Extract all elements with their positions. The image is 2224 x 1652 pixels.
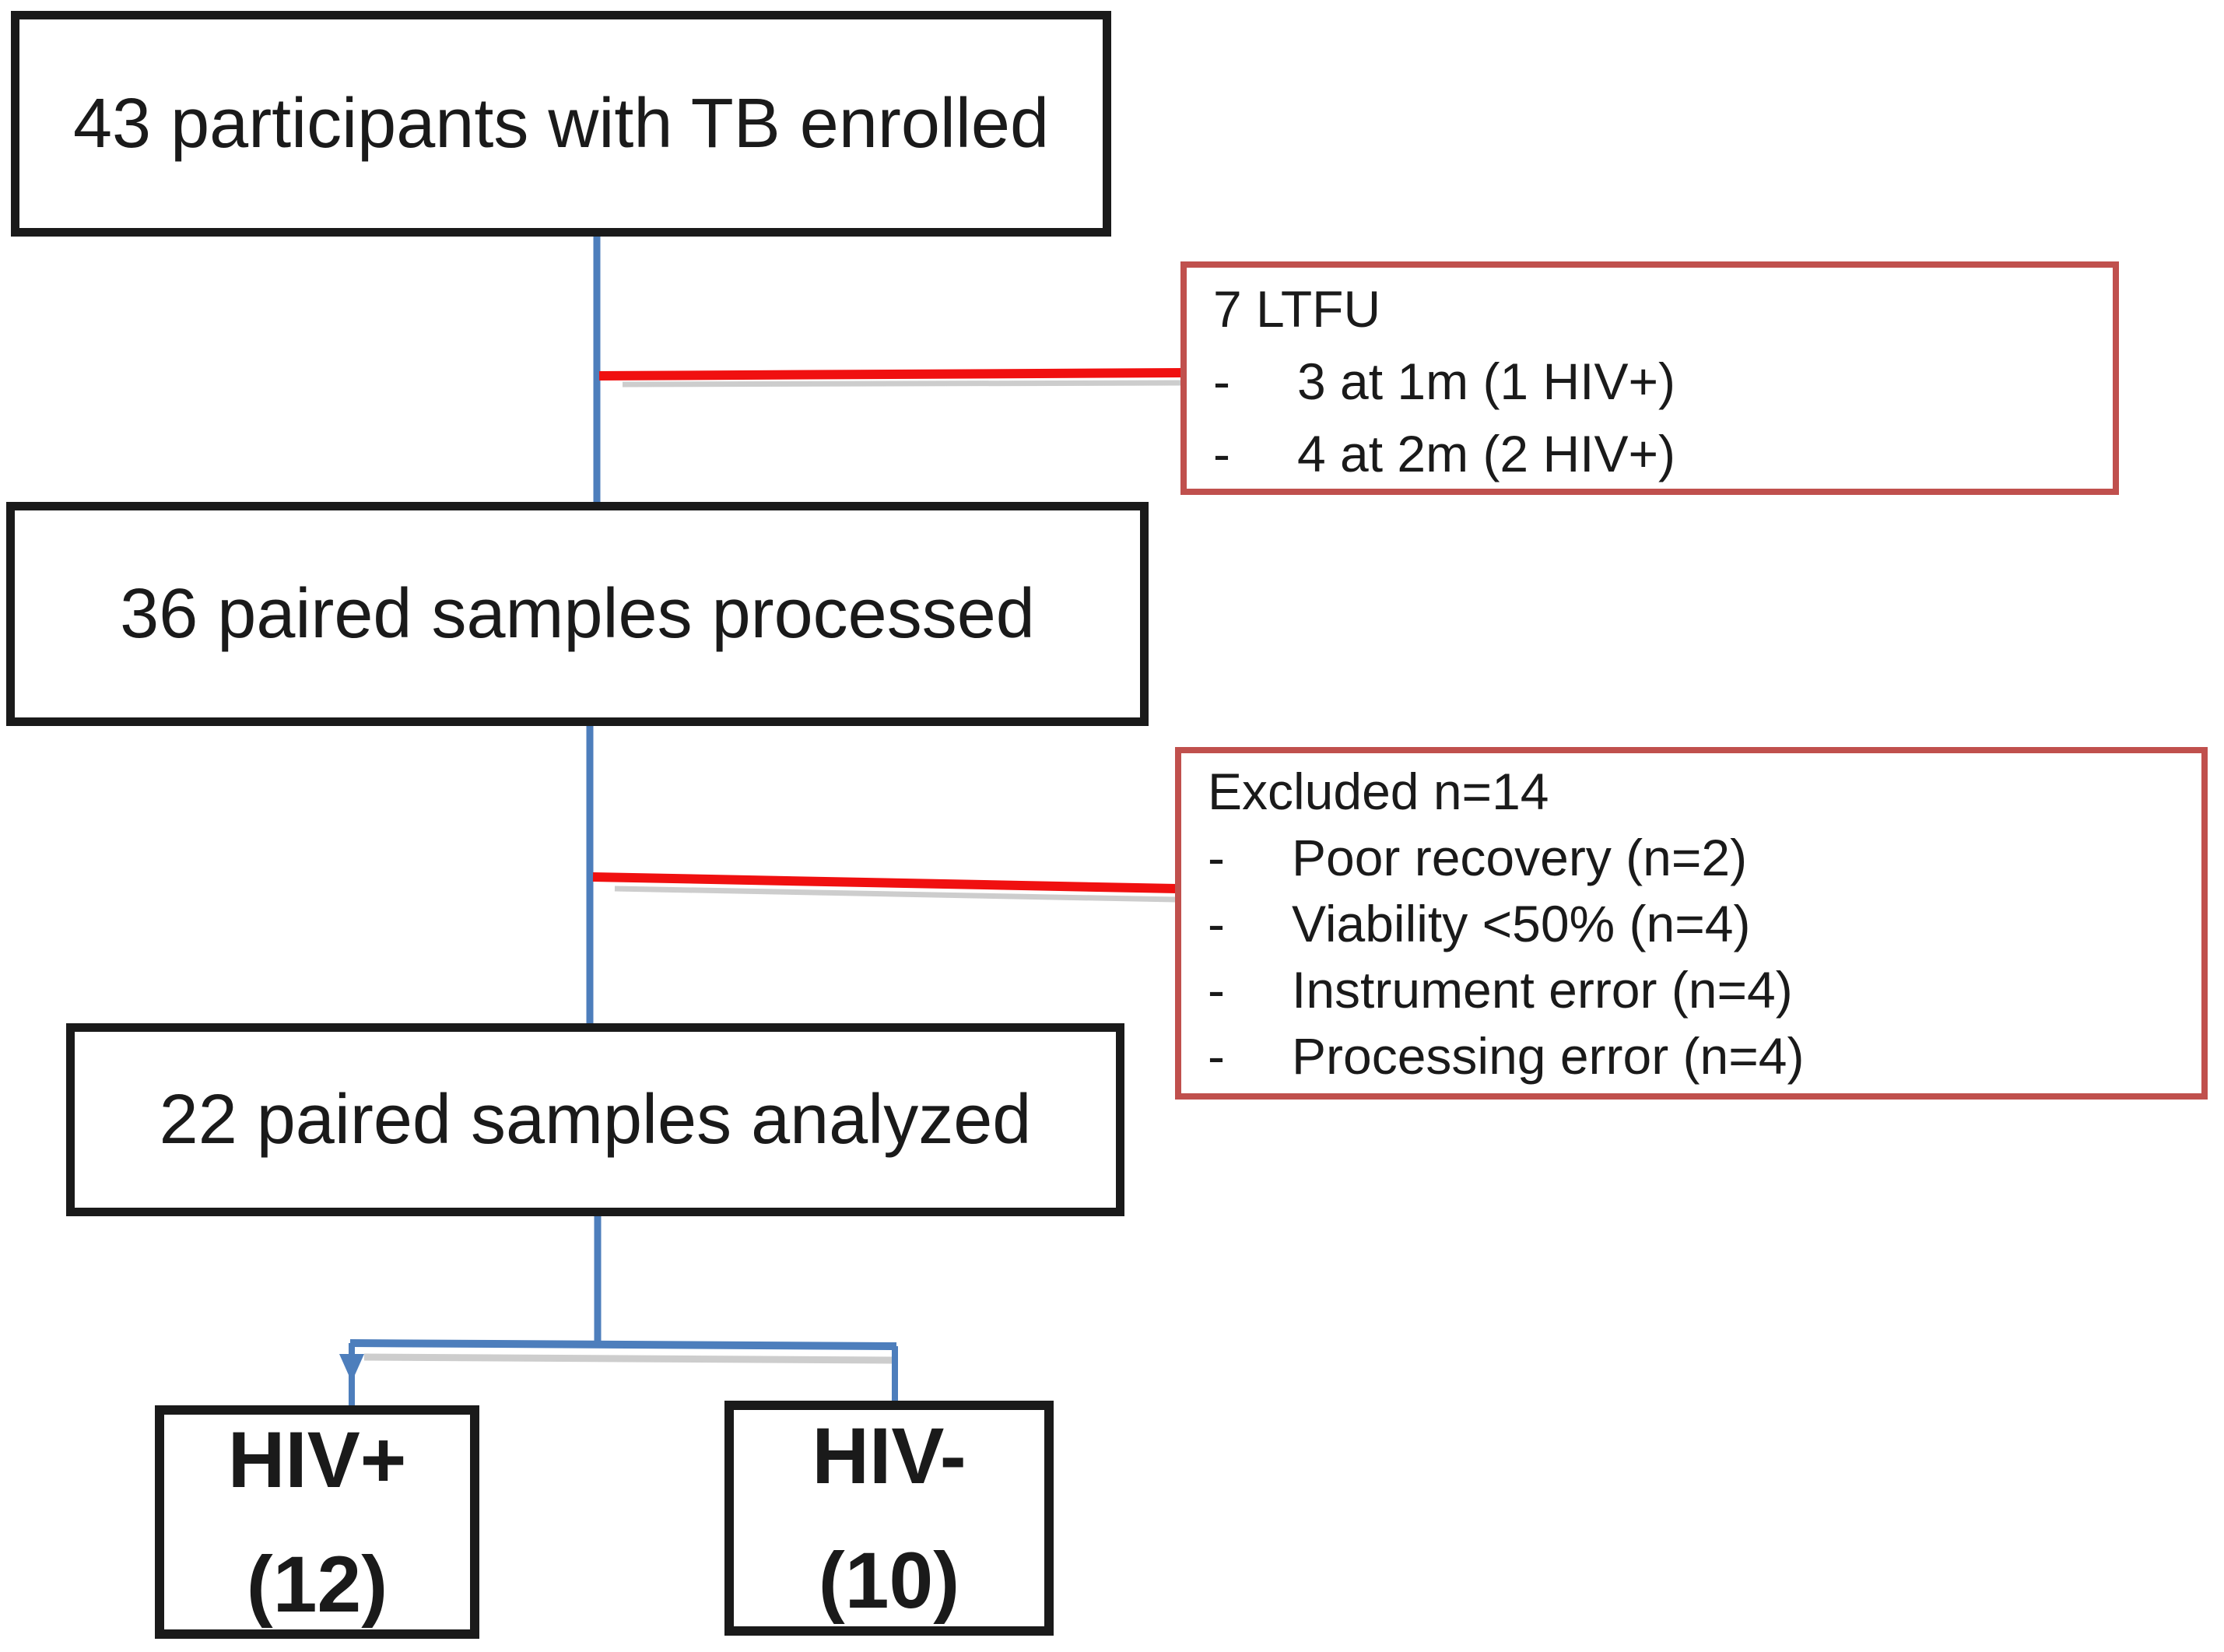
hiv-positive-label: HIV+ — [227, 1415, 407, 1504]
box-enrolled-label: 43 participants with TB enrolled — [72, 84, 1050, 163]
excluded-item: - Viability <50% (n=4) — [1208, 890, 2194, 956]
hiv-negative-label: HIV- — [812, 1412, 966, 1500]
ltfu-item: - 4 at 2m (2 HIV+) — [1213, 417, 2105, 489]
ltfu-connector-shadow — [622, 380, 1181, 388]
excluded-item-text: Processing error (n=4) — [1292, 1026, 1805, 1085]
excluded-title: Excluded n=14 — [1208, 762, 1549, 820]
connector-to-excluded-box — [592, 872, 1177, 893]
box-analyzed: 22 paired samples analyzed — [66, 1023, 1124, 1216]
box-hiv-negative: HIV- (10) — [724, 1401, 1054, 1636]
excluded-item-text: Viability <50% (n=4) — [1292, 894, 1751, 952]
excluded-connector-shadow — [614, 886, 1176, 903]
branch-bar-shadow — [363, 1353, 893, 1364]
ltfu-item-text: 4 at 2m (2 HIV+) — [1297, 424, 1676, 482]
bullet-dash: - — [1208, 1026, 1225, 1085]
excluded-item-text: Instrument error (n=4) — [1292, 960, 1793, 1019]
box-analyzed-label: 22 paired samples analyzed — [159, 1080, 1032, 1159]
branch-arrowhead — [339, 1354, 364, 1382]
bullet-dash: - — [1213, 352, 1230, 410]
box-hiv-positive: HIV+ (12) — [155, 1405, 479, 1639]
box-processed-label: 36 paired samples processed — [120, 574, 1035, 653]
box-ltfu: 7 LTFU - 3 at 1m (1 HIV+) - 4 at 2m (2 H… — [1180, 261, 2119, 495]
bullet-dash: - — [1208, 828, 1225, 886]
excluded-item: - Processing error (n=4) — [1208, 1022, 2194, 1089]
box-enrolled: 43 participants with TB enrolled — [11, 11, 1111, 237]
bullet-dash: - — [1213, 424, 1230, 482]
box-excluded: Excluded n=14 - Poor recovery (n=2) - Vi… — [1175, 747, 2208, 1100]
ltfu-title: 7 LTFU — [1213, 279, 1381, 338]
ltfu-item-text: 3 at 1m (1 HIV+) — [1297, 352, 1676, 410]
excluded-item-text: Poor recovery (n=2) — [1292, 828, 1748, 886]
excluded-item: - Poor recovery (n=2) — [1208, 824, 2194, 890]
hiv-negative-count: (10) — [818, 1536, 960, 1625]
bullet-dash: - — [1208, 960, 1225, 1019]
excluded-item: - Instrument error (n=4) — [1208, 956, 2194, 1022]
bullet-dash: - — [1208, 894, 1225, 952]
ltfu-item: - 3 at 1m (1 HIV+) — [1213, 345, 2105, 417]
box-processed: 36 paired samples processed — [6, 502, 1149, 726]
hiv-positive-count: (12) — [246, 1540, 388, 1629]
branch-horizontal-bar — [349, 1339, 897, 1350]
connector-to-ltfu-box — [598, 368, 1183, 381]
